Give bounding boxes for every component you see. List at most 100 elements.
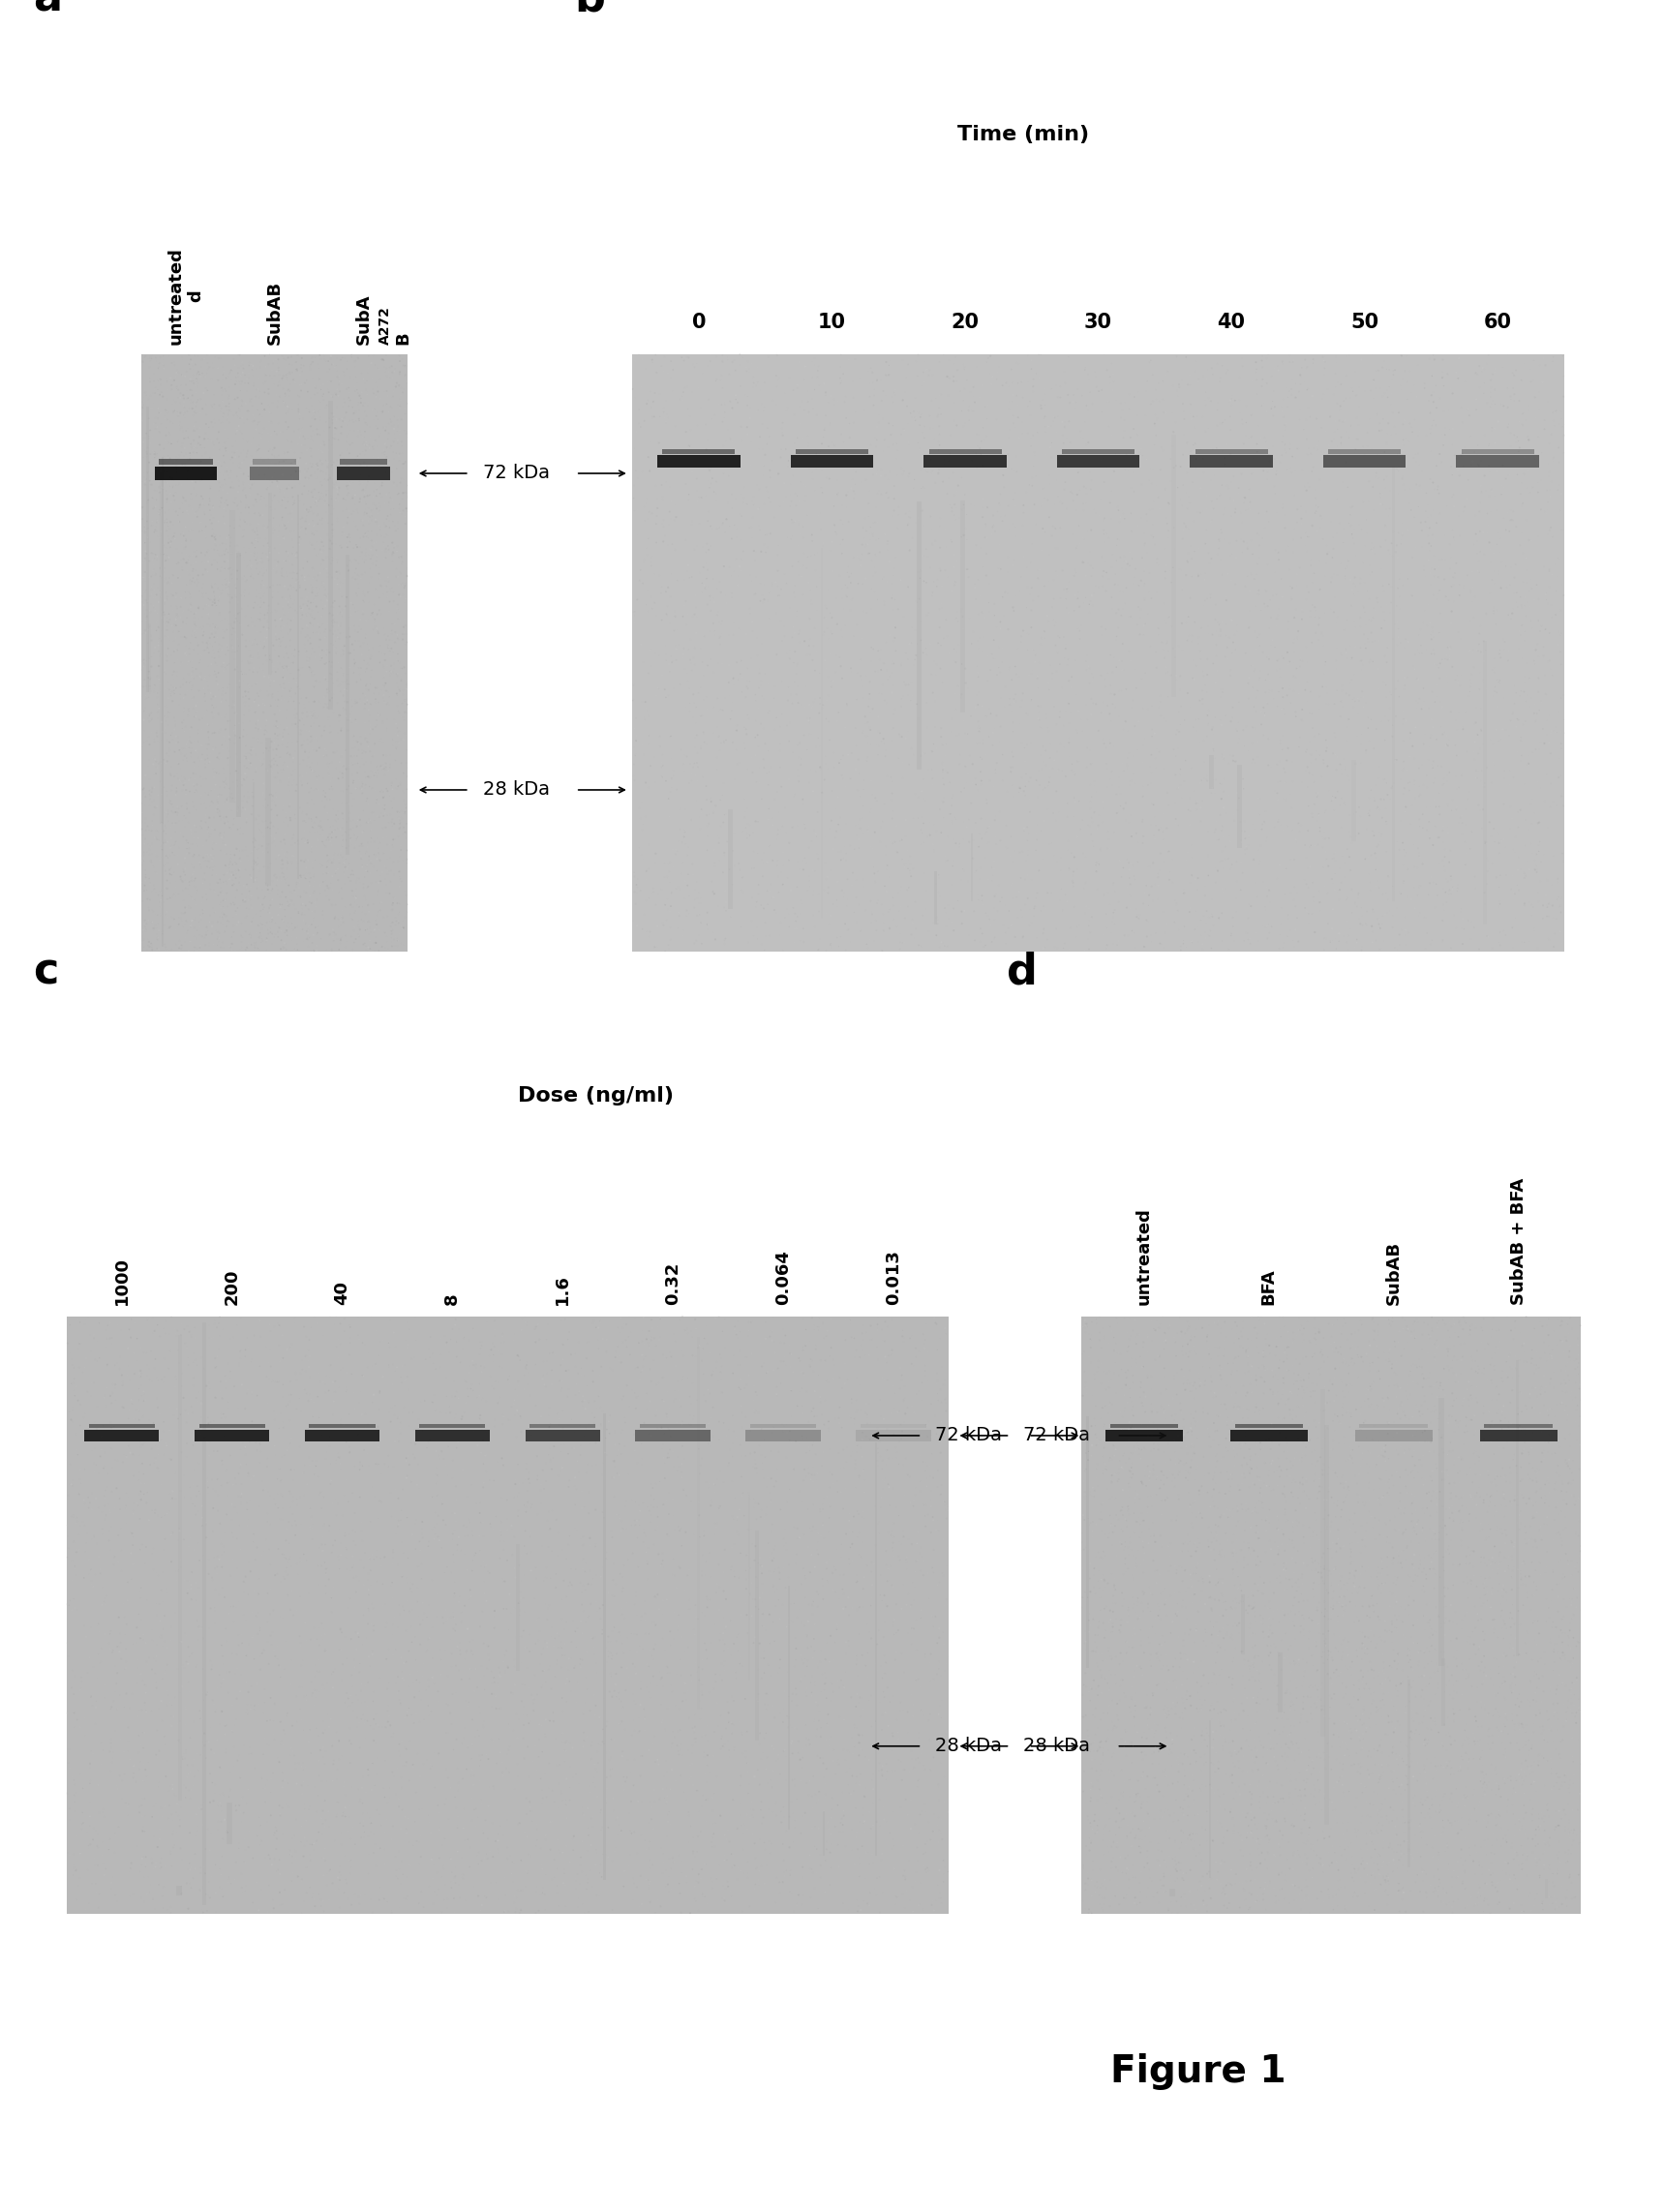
Point bbox=[233, 832, 260, 867]
Point bbox=[196, 338, 223, 374]
Point bbox=[1170, 1526, 1196, 1562]
Point bbox=[1132, 728, 1158, 763]
Point bbox=[1098, 1464, 1125, 1500]
Point bbox=[236, 1677, 263, 1712]
Point bbox=[1268, 1513, 1295, 1548]
Bar bbox=[1057, 456, 1140, 467]
Point bbox=[324, 900, 351, 936]
Point bbox=[767, 440, 794, 476]
Point bbox=[692, 568, 719, 604]
Point bbox=[135, 394, 161, 429]
Point bbox=[255, 1504, 281, 1540]
Point bbox=[208, 1396, 235, 1431]
Point bbox=[1087, 1668, 1113, 1703]
Point bbox=[704, 739, 730, 774]
Point bbox=[775, 1832, 802, 1867]
Point bbox=[872, 338, 899, 374]
Point bbox=[1155, 1652, 1181, 1688]
Point bbox=[1411, 1635, 1438, 1670]
Point bbox=[804, 1575, 830, 1610]
Point bbox=[1343, 1391, 1369, 1427]
Point bbox=[867, 1398, 894, 1433]
Point bbox=[131, 407, 158, 442]
Point bbox=[348, 1701, 374, 1736]
Point bbox=[652, 1679, 679, 1714]
Point bbox=[579, 1429, 606, 1464]
Point bbox=[463, 1650, 489, 1686]
Point bbox=[656, 1365, 682, 1400]
Point bbox=[190, 701, 216, 737]
Point bbox=[186, 1692, 213, 1728]
Point bbox=[1429, 825, 1456, 860]
Point bbox=[210, 619, 236, 655]
Point bbox=[305, 1548, 331, 1584]
Point bbox=[576, 1553, 602, 1588]
Point bbox=[642, 1896, 669, 1931]
Point bbox=[662, 1763, 689, 1798]
Point bbox=[734, 1845, 760, 1880]
Point bbox=[955, 918, 982, 953]
Point bbox=[629, 453, 656, 489]
Point bbox=[133, 1484, 160, 1520]
Point bbox=[354, 639, 381, 675]
Point bbox=[904, 1770, 930, 1805]
Point bbox=[308, 467, 334, 502]
Point bbox=[102, 1674, 128, 1710]
Point bbox=[1548, 1307, 1574, 1343]
Point bbox=[1391, 403, 1418, 438]
Point bbox=[153, 929, 180, 964]
Point bbox=[862, 816, 889, 852]
Point bbox=[724, 745, 750, 781]
Point bbox=[654, 1546, 681, 1582]
Point bbox=[1466, 615, 1493, 650]
Point bbox=[376, 1336, 403, 1371]
Point bbox=[143, 818, 170, 854]
Point bbox=[742, 1473, 769, 1509]
Point bbox=[1288, 602, 1315, 637]
Point bbox=[1541, 1686, 1567, 1721]
Point bbox=[1439, 1566, 1466, 1601]
Point bbox=[389, 374, 416, 409]
Point bbox=[671, 637, 697, 672]
Point bbox=[1556, 1774, 1582, 1809]
Point bbox=[339, 380, 366, 416]
Point bbox=[1521, 843, 1548, 878]
Point bbox=[1103, 1666, 1130, 1701]
Point bbox=[1396, 471, 1423, 507]
Point bbox=[250, 1464, 276, 1500]
Point bbox=[1406, 1425, 1433, 1460]
Point bbox=[980, 641, 1007, 677]
Point bbox=[1326, 1770, 1353, 1805]
Point bbox=[1113, 1818, 1140, 1854]
Point bbox=[1564, 1624, 1591, 1659]
Point bbox=[226, 834, 253, 869]
Point bbox=[1080, 1770, 1107, 1805]
Point bbox=[879, 1303, 905, 1338]
Point bbox=[1043, 781, 1070, 816]
Point bbox=[1486, 1537, 1513, 1573]
Point bbox=[942, 502, 968, 538]
Point bbox=[706, 1832, 732, 1867]
Point bbox=[1102, 1345, 1128, 1380]
Point bbox=[136, 929, 163, 964]
Point bbox=[1494, 425, 1521, 460]
Point bbox=[1354, 1630, 1381, 1666]
Point bbox=[671, 1338, 697, 1374]
Point bbox=[617, 1814, 644, 1849]
Point bbox=[288, 909, 314, 945]
Point bbox=[1431, 1646, 1458, 1681]
Point bbox=[296, 650, 323, 686]
Point bbox=[171, 677, 198, 712]
Point bbox=[656, 927, 682, 962]
Point bbox=[1523, 1453, 1549, 1489]
Point bbox=[1524, 465, 1551, 500]
Point bbox=[180, 668, 206, 703]
Point bbox=[1541, 1812, 1567, 1847]
Point bbox=[200, 429, 226, 465]
Point bbox=[160, 520, 186, 555]
Point bbox=[1112, 1840, 1138, 1876]
Point bbox=[549, 1363, 576, 1398]
Point bbox=[191, 1856, 218, 1891]
Point bbox=[183, 770, 210, 805]
Point bbox=[233, 436, 260, 471]
